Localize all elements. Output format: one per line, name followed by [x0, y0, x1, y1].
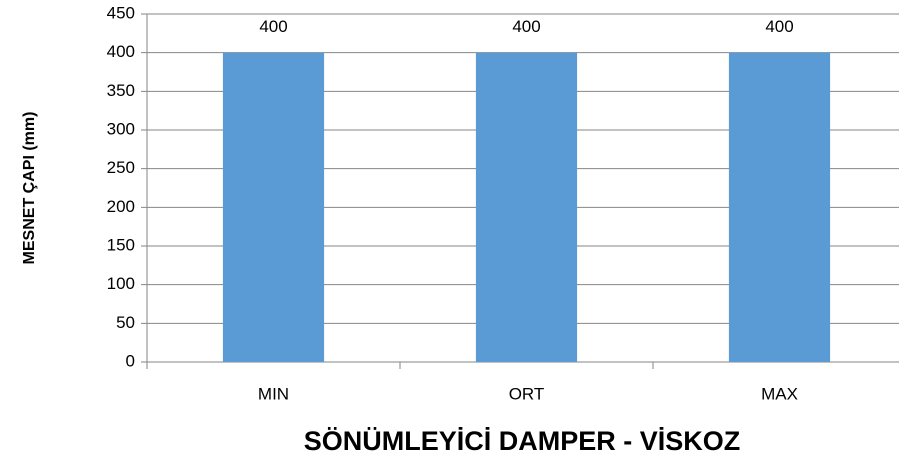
y-axis-title: MESNET ÇAPI (mm) [21, 112, 38, 265]
y-tick-label: 100 [107, 274, 135, 293]
y-tick-label: 450 [107, 3, 135, 22]
x-tick-label: ORT [509, 384, 545, 403]
x-tick-label: MIN [258, 384, 289, 403]
data-label: 400 [765, 17, 793, 36]
x-tick-label: MAX [761, 384, 798, 403]
y-tick-label: 300 [107, 119, 135, 138]
bar [222, 52, 325, 363]
y-tick-label: 400 [107, 42, 135, 61]
y-tick-label: 350 [107, 81, 135, 100]
y-tick-label: 150 [107, 235, 135, 254]
y-tick-label: 200 [107, 197, 135, 216]
bar [475, 52, 578, 363]
data-label: 400 [512, 17, 540, 36]
y-tick-label: 50 [116, 313, 135, 332]
y-tick-label: 250 [107, 158, 135, 177]
x-axis-title: SÖNÜMLEYİCİ DAMPER - VİSKOZ [304, 426, 741, 456]
y-tick-label: 0 [126, 351, 135, 370]
bar [728, 52, 831, 363]
data-label: 400 [259, 17, 287, 36]
